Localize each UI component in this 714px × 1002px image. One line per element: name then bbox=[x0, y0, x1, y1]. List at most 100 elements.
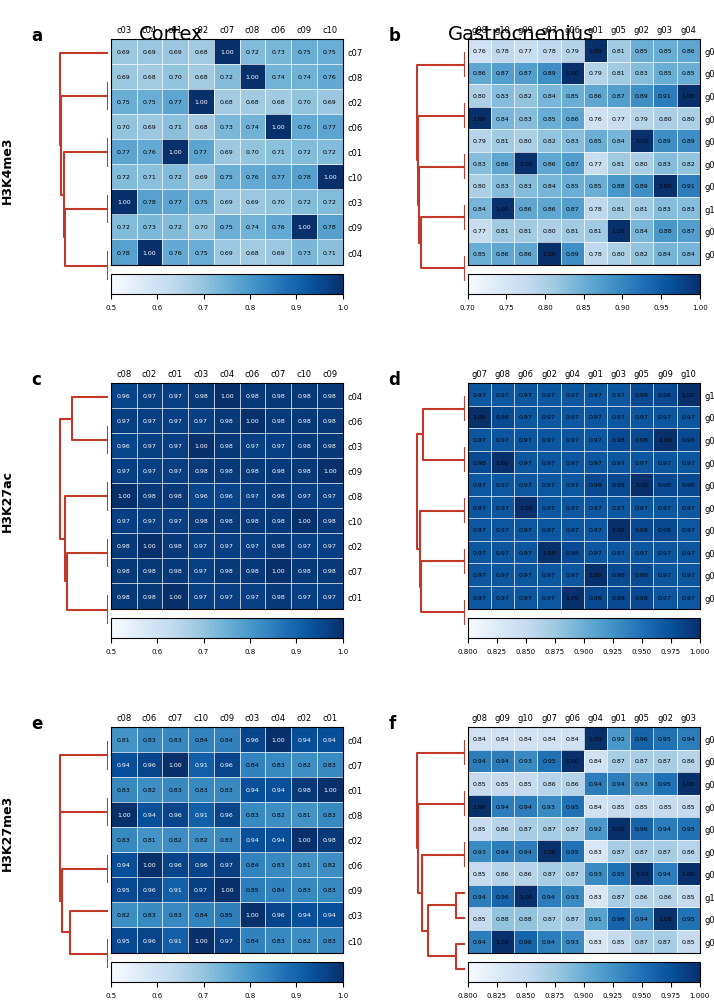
Text: 0.97: 0.97 bbox=[542, 415, 556, 420]
Text: 0.94: 0.94 bbox=[612, 782, 625, 787]
Text: 0.84: 0.84 bbox=[496, 736, 510, 741]
Text: 0.93: 0.93 bbox=[588, 872, 603, 877]
Text: 0.89: 0.89 bbox=[658, 139, 672, 144]
Text: 0.85: 0.85 bbox=[681, 894, 695, 899]
Text: 0.97: 0.97 bbox=[565, 393, 579, 398]
Text: 0.68: 0.68 bbox=[143, 75, 156, 80]
Text: 0.82: 0.82 bbox=[297, 938, 311, 943]
Text: 0.94: 0.94 bbox=[496, 804, 510, 809]
Text: 0.97: 0.97 bbox=[588, 528, 603, 533]
Text: 0.76: 0.76 bbox=[323, 75, 337, 80]
Text: 0.70: 0.70 bbox=[297, 100, 311, 105]
Text: 0.94: 0.94 bbox=[297, 737, 311, 742]
Text: 0.98: 0.98 bbox=[117, 594, 131, 599]
Text: 0.86: 0.86 bbox=[496, 252, 510, 257]
Text: 0.97: 0.97 bbox=[496, 573, 510, 577]
Text: 0.81: 0.81 bbox=[612, 206, 625, 211]
Text: 0.98: 0.98 bbox=[271, 519, 285, 524]
Text: 0.98: 0.98 bbox=[323, 519, 337, 524]
Text: 0.84: 0.84 bbox=[246, 763, 259, 768]
Text: 1.00: 1.00 bbox=[658, 916, 672, 921]
Text: 0.97: 0.97 bbox=[542, 393, 556, 398]
Text: 0.72: 0.72 bbox=[323, 200, 337, 205]
Text: 0.95: 0.95 bbox=[681, 916, 695, 921]
Text: 0.74: 0.74 bbox=[271, 75, 286, 80]
Text: 0.83: 0.83 bbox=[496, 94, 510, 99]
Text: 0.97: 0.97 bbox=[612, 505, 625, 510]
Text: 0.77: 0.77 bbox=[473, 229, 486, 234]
Text: 0.91: 0.91 bbox=[658, 94, 672, 99]
Text: 0.95: 0.95 bbox=[117, 938, 131, 943]
Text: 0.83: 0.83 bbox=[588, 939, 602, 944]
Text: 0.85: 0.85 bbox=[473, 252, 486, 257]
Text: 0.69: 0.69 bbox=[246, 200, 259, 205]
Text: 1.00: 1.00 bbox=[635, 139, 648, 144]
Text: 0.68: 0.68 bbox=[246, 250, 259, 256]
Text: 0.74: 0.74 bbox=[246, 225, 259, 230]
Text: 0.85: 0.85 bbox=[681, 71, 695, 76]
Text: 1.00: 1.00 bbox=[635, 483, 648, 488]
Text: 0.83: 0.83 bbox=[519, 116, 533, 121]
Text: 0.89: 0.89 bbox=[542, 71, 556, 76]
Text: 0.71: 0.71 bbox=[169, 125, 182, 130]
Text: 0.76: 0.76 bbox=[297, 125, 311, 130]
Text: 0.85: 0.85 bbox=[473, 872, 486, 877]
Text: 0.68: 0.68 bbox=[220, 100, 233, 105]
Text: 0.79: 0.79 bbox=[473, 139, 486, 144]
Text: 0.97: 0.97 bbox=[220, 544, 233, 549]
Text: 0.93: 0.93 bbox=[635, 782, 649, 787]
Text: 0.85: 0.85 bbox=[635, 804, 648, 809]
Text: 0.97: 0.97 bbox=[588, 415, 603, 420]
Text: 0.75: 0.75 bbox=[194, 250, 208, 256]
Text: 0.98: 0.98 bbox=[635, 595, 648, 600]
Text: 0.75: 0.75 bbox=[220, 175, 233, 180]
Text: 0.98: 0.98 bbox=[271, 469, 285, 474]
Text: 0.69: 0.69 bbox=[143, 125, 156, 130]
Text: 0.98: 0.98 bbox=[612, 595, 625, 600]
Text: 0.97: 0.97 bbox=[542, 460, 556, 465]
Text: 0.78: 0.78 bbox=[588, 206, 602, 211]
Text: 1.00: 1.00 bbox=[681, 393, 695, 398]
Text: 0.76: 0.76 bbox=[473, 49, 486, 54]
Text: 1.00: 1.00 bbox=[246, 419, 259, 424]
Text: 0.97: 0.97 bbox=[496, 393, 510, 398]
Text: 0.77: 0.77 bbox=[612, 116, 625, 121]
Text: 0.94: 0.94 bbox=[323, 737, 337, 742]
Text: 1.00: 1.00 bbox=[658, 438, 672, 443]
Text: 0.94: 0.94 bbox=[271, 838, 286, 843]
Text: 0.70: 0.70 bbox=[169, 75, 182, 80]
Text: d: d bbox=[388, 371, 401, 389]
Text: 0.85: 0.85 bbox=[658, 804, 672, 809]
Text: 1.00: 1.00 bbox=[496, 460, 510, 465]
Text: 0.80: 0.80 bbox=[473, 184, 486, 189]
Text: 0.87: 0.87 bbox=[612, 94, 625, 99]
Text: 0.86: 0.86 bbox=[658, 894, 672, 899]
Text: 0.83: 0.83 bbox=[565, 139, 579, 144]
Text: 0.97: 0.97 bbox=[323, 594, 337, 599]
Text: 1.00: 1.00 bbox=[588, 573, 602, 577]
Text: 0.83: 0.83 bbox=[588, 894, 602, 899]
Text: 0.98: 0.98 bbox=[117, 569, 131, 574]
Text: 1.00: 1.00 bbox=[117, 200, 131, 205]
Text: 0.97: 0.97 bbox=[612, 393, 625, 398]
Text: 0.96: 0.96 bbox=[143, 763, 156, 768]
Text: 0.96: 0.96 bbox=[220, 763, 233, 768]
Text: 0.97: 0.97 bbox=[246, 594, 259, 599]
Text: 0.97: 0.97 bbox=[169, 394, 182, 399]
Text: 0.84: 0.84 bbox=[612, 139, 625, 144]
Text: 0.83: 0.83 bbox=[220, 788, 233, 793]
Text: 0.97: 0.97 bbox=[169, 469, 182, 474]
Text: 0.82: 0.82 bbox=[194, 838, 208, 843]
Text: 0.97: 0.97 bbox=[588, 505, 603, 510]
Text: 0.93: 0.93 bbox=[542, 804, 556, 809]
Text: 0.94: 0.94 bbox=[117, 763, 131, 768]
Text: 1.00: 1.00 bbox=[297, 838, 311, 843]
Text: 0.84: 0.84 bbox=[246, 938, 259, 943]
Text: 0.84: 0.84 bbox=[542, 736, 556, 741]
Text: 0.98: 0.98 bbox=[246, 469, 259, 474]
Text: 0.84: 0.84 bbox=[473, 736, 486, 741]
Text: 0.97: 0.97 bbox=[542, 505, 556, 510]
Text: 1.00: 1.00 bbox=[519, 894, 533, 899]
Text: 1.00: 1.00 bbox=[220, 50, 233, 55]
Text: 0.98: 0.98 bbox=[271, 419, 285, 424]
